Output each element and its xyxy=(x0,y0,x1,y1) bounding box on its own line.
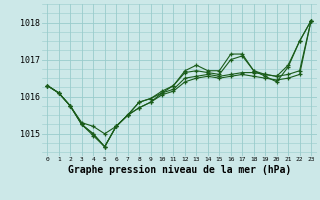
X-axis label: Graphe pression niveau de la mer (hPa): Graphe pression niveau de la mer (hPa) xyxy=(68,165,291,175)
